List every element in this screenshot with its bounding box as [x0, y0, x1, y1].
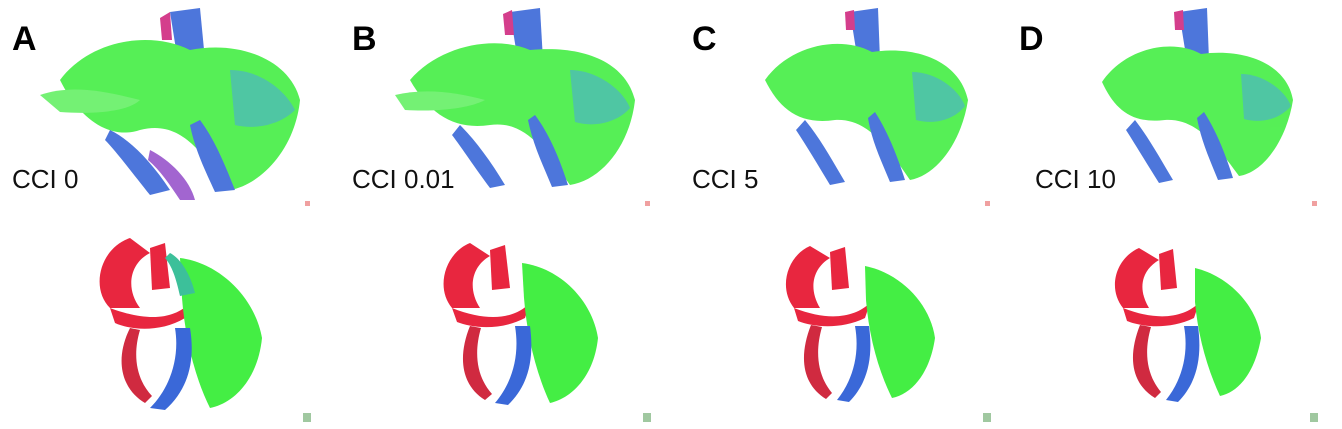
panel-letter: A: [12, 20, 37, 58]
tractography-sagittal-view: [443, 243, 598, 405]
corner-mark: [645, 201, 650, 206]
cci-label: CCI 5: [692, 164, 759, 194]
corner-mark: [1312, 201, 1317, 206]
corner-mark: [1310, 413, 1318, 422]
tractography-axial-view: [40, 8, 300, 200]
tractography-sagittal-view: [1114, 248, 1261, 402]
panel-letter: B: [352, 20, 377, 58]
tractography-axial-view: [765, 8, 968, 185]
tractography-axial-view: [395, 8, 635, 188]
corner-mark: [983, 413, 991, 422]
corner-mark: [305, 201, 310, 206]
tractography-sagittal-view: [785, 246, 935, 402]
cci-label: CCI 0.01: [352, 164, 455, 194]
panel-a: A CCI 0: [0, 0, 335, 429]
cci-label: CCI 0: [12, 164, 79, 194]
corner-mark: [985, 201, 990, 206]
corner-mark: [643, 413, 651, 422]
tractography-axial-view: [1102, 8, 1293, 183]
corner-mark: [303, 413, 311, 422]
panel-d: D CCI 10: [1007, 0, 1342, 429]
panel-letter: D: [1019, 20, 1044, 58]
panel-b: B CCI 0.01: [340, 0, 675, 429]
panel-letter: C: [692, 20, 717, 58]
panel-c: C CCI 5: [680, 0, 1015, 429]
tractography-sagittal-view: [99, 238, 262, 410]
cci-label: CCI 10: [1035, 164, 1116, 194]
